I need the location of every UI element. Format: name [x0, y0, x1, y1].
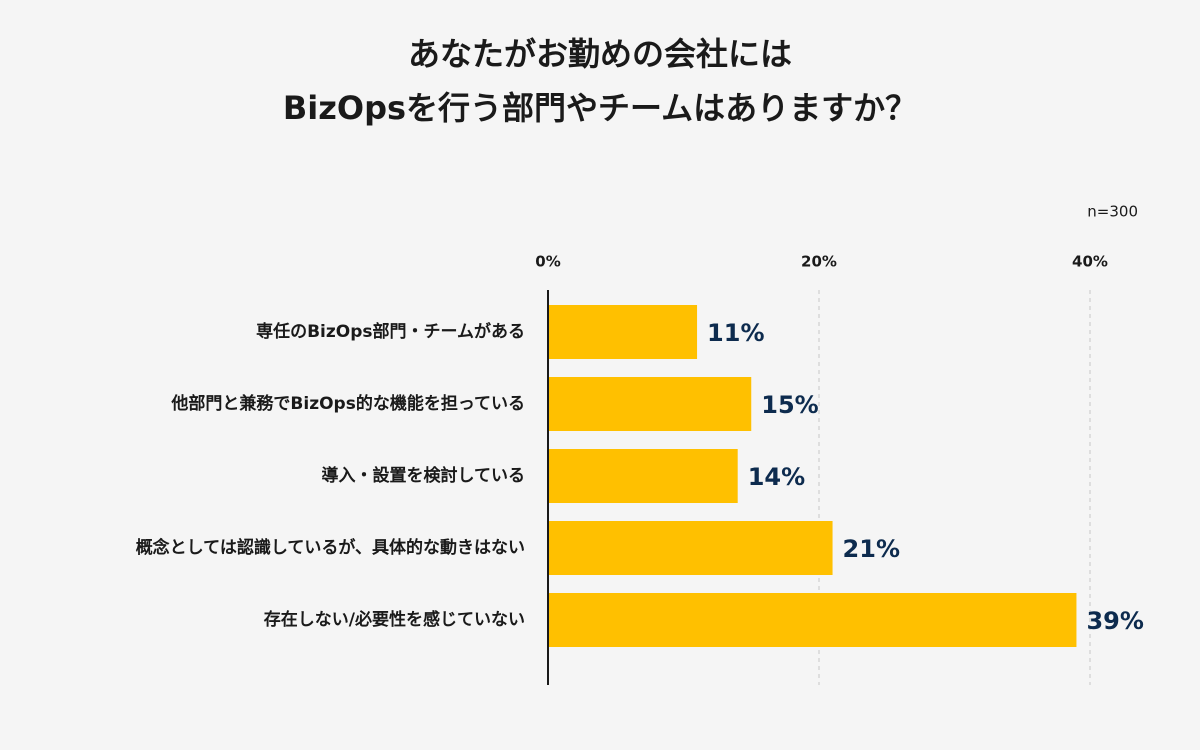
bar — [548, 521, 833, 575]
value-label: 15% — [761, 391, 818, 419]
y-tick-label: 導入・設置を検討している — [322, 465, 526, 486]
bar — [548, 449, 738, 503]
y-tick-label: 存在しない/必要性を感じていない — [264, 609, 525, 630]
annotation: n=300 — [1087, 203, 1138, 221]
bar — [548, 593, 1077, 647]
y-tick-label: 他部門と兼務でBizOps的な機能を担っている — [170, 393, 525, 414]
y-tick-label: 概念としては認識しているが、具体的な動きはない — [136, 537, 525, 558]
bar — [548, 377, 752, 431]
bar — [548, 305, 698, 359]
value-label: 11% — [707, 319, 764, 347]
chart-title: あなたがお勤めの会社には — [408, 35, 792, 73]
value-label: 39% — [1086, 607, 1143, 635]
chart-title: BizOpsを行う部門やチームはありますか？ — [283, 89, 917, 127]
value-label: 21% — [843, 535, 900, 563]
x-tick-label: 0% — [535, 253, 560, 271]
x-tick-label: 20% — [801, 253, 837, 271]
value-label: 14% — [748, 463, 805, 491]
y-tick-label: 専任のBizOps部門・チームがある — [256, 321, 525, 342]
x-tick-label: 40% — [1072, 253, 1108, 271]
